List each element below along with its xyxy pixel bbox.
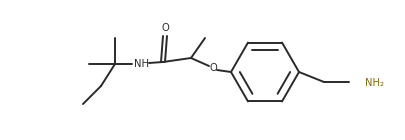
Text: O: O: [161, 23, 169, 33]
Text: NH₂: NH₂: [365, 78, 384, 88]
Text: NH: NH: [134, 59, 149, 69]
Text: O: O: [209, 63, 217, 73]
